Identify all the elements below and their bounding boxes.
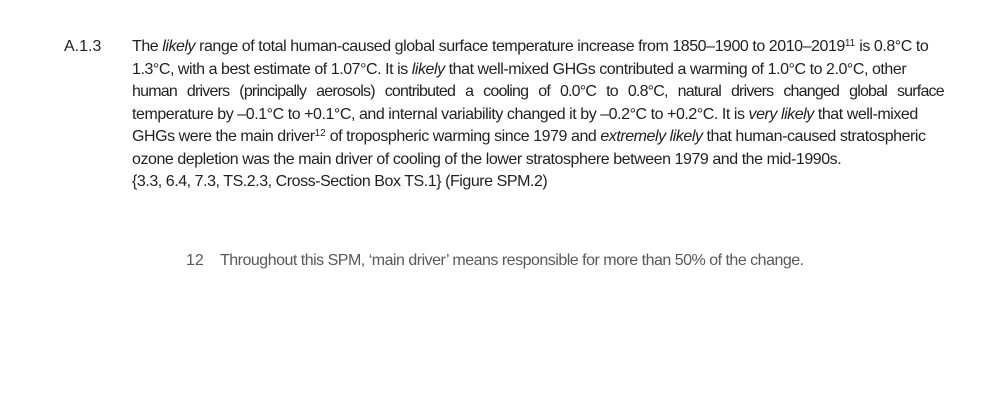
word: contributed <box>384 83 456 100</box>
word: a <box>465 83 474 100</box>
paragraph-line-5: GHGs were the main driver12 of troposphe… <box>132 128 926 145</box>
footnote-number: 12 <box>186 252 204 269</box>
word: 0.8°C, <box>627 83 669 100</box>
paragraph-number: A.1.3 <box>64 38 102 55</box>
word: of <box>538 83 551 100</box>
word: cooling <box>483 83 529 100</box>
footnote-text: Throughout this SPM, ‘main driver’ means… <box>220 252 804 269</box>
paragraph-line-1: The likely range of total human-caused g… <box>132 38 929 55</box>
word: drivers <box>730 83 774 100</box>
paragraph-line-4: temperature by –0.1°C to +0.1°C, and int… <box>132 105 918 123</box>
footnote-12: 12 Throughout this SPM, ‘main driver’ mea… <box>186 251 804 271</box>
word: aerosols) <box>316 83 375 100</box>
word: changed <box>783 83 840 100</box>
word: (principally <box>239 83 307 100</box>
footnote-ref-11[interactable]: 11 <box>844 38 856 49</box>
paragraph-line-2: 1.3°C, with a best estimate of 1.07°C. I… <box>132 60 907 78</box>
cross-references[interactable]: {3.3, 6.4, 7.3, TS.2.3, Cross-Section Bo… <box>132 173 548 190</box>
word: surface <box>896 83 945 100</box>
word: natural <box>677 83 722 100</box>
word: 0.0°C <box>559 83 597 100</box>
word: global <box>849 83 888 100</box>
word: human <box>132 83 178 100</box>
paragraph-line-6: ozone depletion was the main driver of c… <box>132 150 842 168</box>
word: drivers <box>186 83 230 100</box>
paragraph-body: The likely range of total human-caused g… <box>132 36 945 194</box>
paragraph-line-3: human drivers (principally aerosols) contrib… <box>132 81 945 104</box>
footnote-ref-12[interactable]: 12 <box>314 128 326 139</box>
word: to <box>606 83 619 100</box>
